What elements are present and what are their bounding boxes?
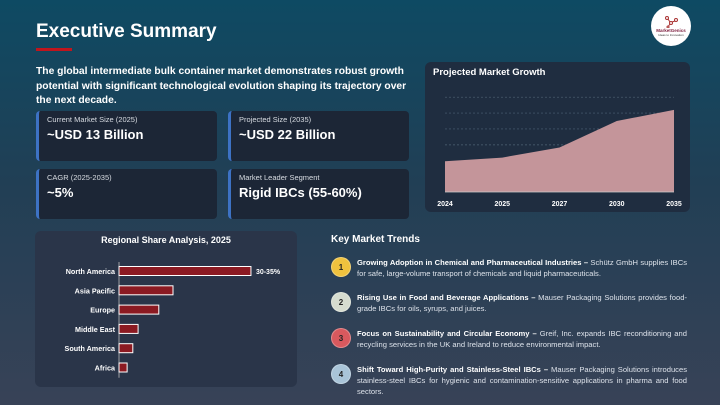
intro-text: The global intermediate bulk container m…	[36, 66, 407, 106]
bar	[118, 285, 174, 296]
card-projected-size: Projected Size (2035) ~USD 22 Billion	[228, 111, 409, 161]
category-label: South America	[65, 344, 116, 353]
card-label: Current Market Size (2025)	[47, 115, 138, 124]
trend-heading: Growing Adoption in Chemical and Pharmac…	[357, 258, 589, 267]
trend-body: Schütz GmbH supplies IBCs for safe, larg…	[357, 258, 687, 278]
x-tick-label: 2024	[437, 201, 453, 208]
card-label: Projected Size (2035)	[239, 115, 312, 124]
trend-number-badge: 1	[331, 257, 351, 277]
trends-title: Key Market Trends	[331, 234, 420, 245]
network-icon	[665, 15, 678, 28]
trend-text: Rising Use in Food and Beverage Applicat…	[357, 292, 687, 314]
card-value: ~5%	[47, 185, 74, 200]
regional-share-panel: Regional Share Analysis, 2025 North Amer…	[35, 231, 297, 387]
projected-growth-panel: Projected Market Growth 2024 2025 2027 2030…	[425, 62, 690, 212]
card-label: Market Leader Segment	[239, 173, 320, 182]
bar	[118, 323, 139, 334]
x-tick-label: 2025	[494, 201, 510, 208]
card-label: CAGR (2025-2035)	[47, 173, 112, 182]
card-value: Rigid IBCs (55-60%)	[239, 185, 362, 200]
x-tick-label: 2035	[666, 201, 682, 208]
trend-item: 3 Focus on Sustainability and Circular Ec…	[331, 328, 687, 350]
category-label: Middle East	[75, 325, 116, 334]
trend-body: Mauser Packaging Solutions provides food…	[357, 293, 687, 313]
area-chart: 2024 2025 2027 2030 2035	[437, 96, 682, 208]
bar	[118, 362, 128, 373]
card-value: ~USD 13 Billion	[47, 127, 144, 142]
bar	[118, 266, 252, 276]
category-label: Europe	[90, 306, 115, 315]
trend-number-badge: 4	[331, 364, 351, 384]
trend-heading: Focus on Sustainability and Circular Eco…	[357, 329, 537, 338]
trend-body: Greif, Inc. expands IBC reconditioning a…	[357, 329, 687, 349]
trend-text: Growing Adoption in Chemical and Pharmac…	[357, 257, 687, 279]
title-underline	[36, 48, 72, 51]
trend-item: 1 Growing Adoption in Chemical and Pharma…	[331, 257, 687, 279]
card-current-market-size: Current Market Size (2025) ~USD 13 Billio…	[36, 111, 217, 161]
trend-item: 4 Shift Toward High-Purity and Stainless-…	[331, 364, 687, 397]
bar	[118, 343, 134, 354]
trend-number-badge: 2	[331, 292, 351, 312]
page-title: Executive Summary	[36, 21, 217, 42]
category-label: Africa	[95, 364, 116, 373]
data-label: 30-35%	[256, 269, 281, 276]
x-tick-label: 2027	[552, 201, 568, 208]
x-tick-label: 2030	[609, 201, 625, 208]
area-series	[445, 109, 674, 192]
trend-heading: Shift Toward High-Purity and Stainless-S…	[357, 365, 549, 374]
chart-title: Projected Market Growth	[433, 67, 546, 78]
trend-item: 2 Rising Use in Food and Beverage Applica…	[331, 292, 687, 314]
card-market-leader: Market Leader Segment Rigid IBCs (55-60%)	[228, 169, 409, 219]
trend-text: Shift Toward High-Purity and Stainless-S…	[357, 364, 687, 397]
bar	[118, 304, 160, 315]
category-label: Asia Pacific	[75, 286, 115, 295]
category-label: North America	[66, 267, 116, 276]
logo-text: MarketGenics	[656, 27, 686, 33]
chart-title: Regional Share Analysis, 2025	[101, 235, 231, 245]
trend-body: Mauser Packaging Solutions introduces st…	[357, 365, 688, 396]
bar-chart: North America 30-35% Asia Pacific Europe Mid…	[65, 262, 281, 378]
card-cagr: CAGR (2025-2035) ~5%	[36, 169, 217, 219]
trend-text: Focus on Sustainability and Circular Eco…	[357, 328, 687, 350]
trend-heading: Rising Use in Food and Beverage Applicat…	[357, 293, 536, 302]
card-value: ~USD 22 Billion	[239, 127, 336, 142]
company-logo: MarketGenics Ideas to Innovation	[651, 6, 691, 46]
trend-number-badge: 3	[331, 328, 351, 348]
